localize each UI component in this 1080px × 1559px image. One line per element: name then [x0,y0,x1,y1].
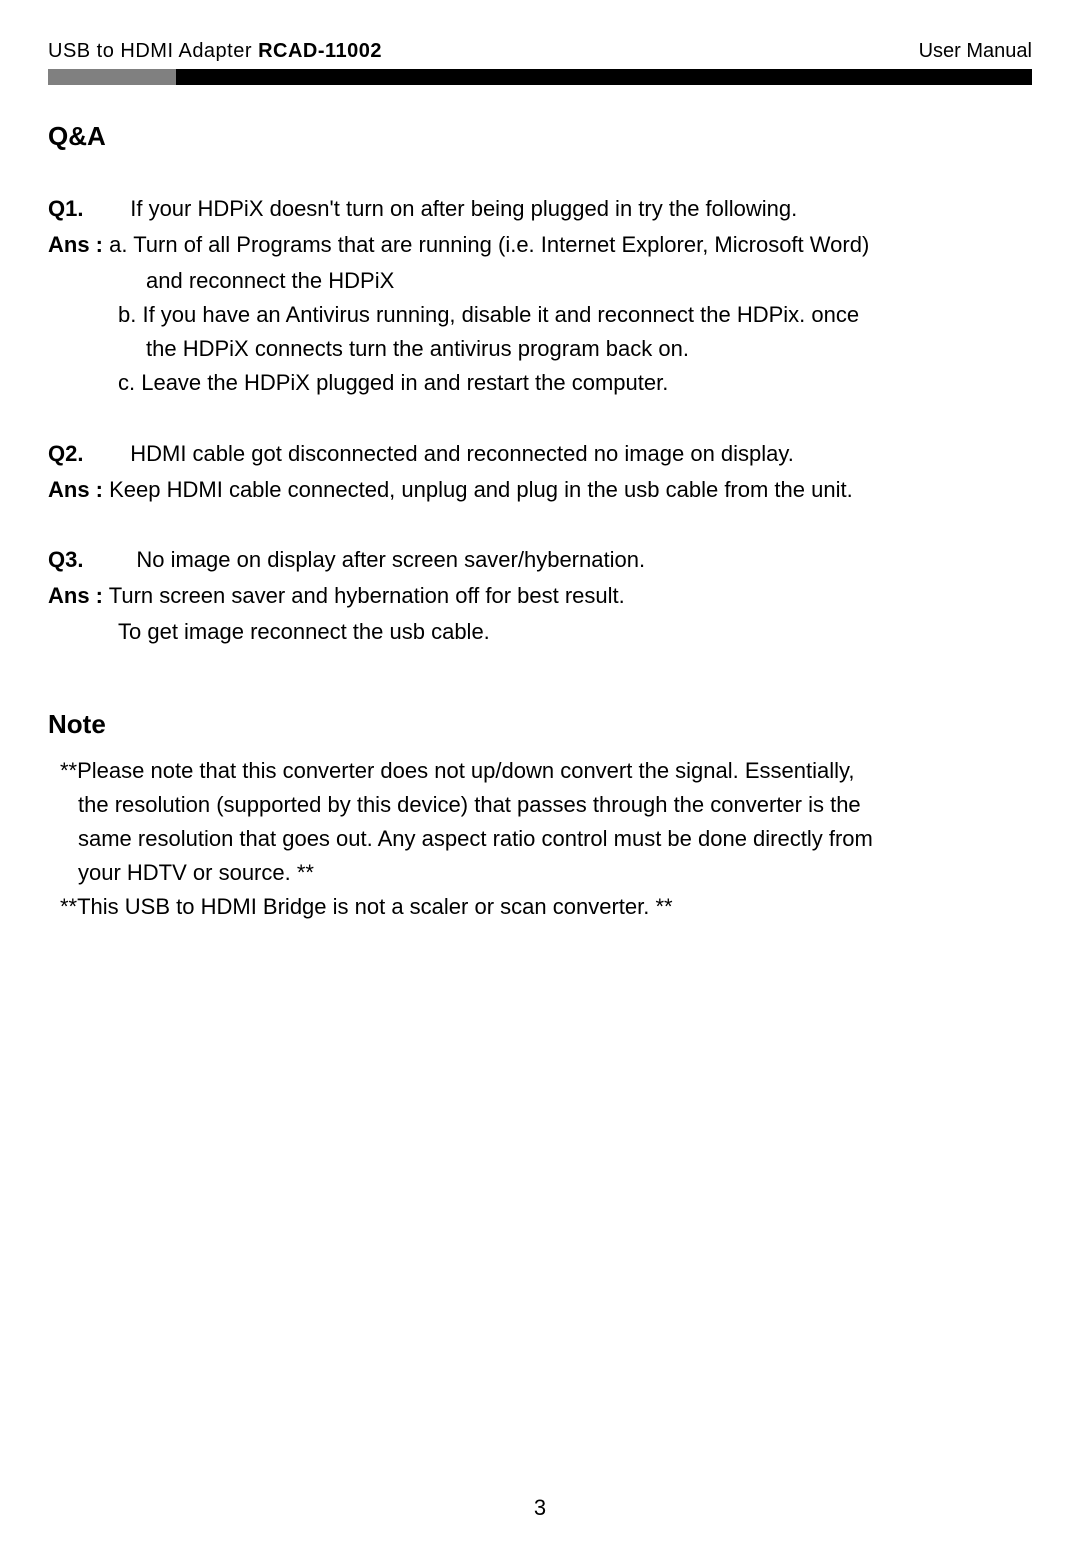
q1-text: If your HDPiX doesn't turn on after bein… [130,196,797,221]
document-page: USB to HDMI Adapter RCAD-11002 User Manu… [0,0,1080,965]
q1-ans-line-4: c. Leave the HDPiX plugged in and restar… [48,366,1032,400]
q3-ans-line-0: Turn screen saver and hybernation off fo… [103,583,625,608]
q3-ans-line-1: To get image reconnect the usb cable. [48,615,1032,649]
q3-answer: Ans : Turn screen saver and hybernation … [48,579,1032,613]
header-bar-black [176,69,1032,85]
q3-label: Q3. [48,543,118,577]
qa-item-3: Q3. No image on display after screen sav… [48,543,1032,649]
note-line-2: same resolution that goes out. Any aspec… [48,822,1032,856]
note-title: Note [48,709,1032,740]
header-divider-bar [48,69,1032,85]
q1-ans-line-3: the HDPiX connects turn the antivirus pr… [48,332,1032,366]
q1-ans-line-1: and reconnect the HDPiX [48,264,1032,298]
header-bar-gray [48,69,176,85]
note-line-4: **This USB to HDMI Bridge is not a scale… [48,890,1032,924]
note-line-1: the resolution (supported by this device… [48,788,1032,822]
q2-ans-line-0: Keep HDMI cable connected, unplug and pl… [109,477,853,502]
qa-title: Q&A [48,121,1032,152]
q2-question: Q2. HDMI cable got disconnected and reco… [48,437,1032,471]
header-model: RCAD-11002 [258,40,382,62]
q1-question: Q1. If your HDPiX doesn't turn on after … [48,192,1032,226]
q3-ans-label: Ans : [48,583,103,608]
q2-label: Q2. [48,437,118,471]
qa-item-2: Q2. HDMI cable got disconnected and reco… [48,437,1032,507]
q3-question: Q3. No image on display after screen sav… [48,543,1032,577]
q2-ans-label: Ans : [48,477,103,502]
q1-ans-line-2: b. If you have an Antivirus running, dis… [48,298,1032,332]
note-line-0: **Please note that this converter does n… [48,754,1032,788]
q1-ans-label: Ans : [48,232,103,257]
q1-label: Q1. [48,192,118,226]
page-number: 3 [0,1495,1080,1521]
q1-answer: Ans : a. Turn of all Programs that are r… [48,228,1032,262]
header-product: USB to HDMI Adapter RCAD-11002 [48,40,382,63]
header-product-prefix: USB to HDMI Adapter [48,40,258,62]
q1-ans-line-0: a. Turn of all Programs that are running… [109,232,869,257]
q3-text: No image on display after screen saver/h… [136,547,645,572]
q2-text: HDMI cable got disconnected and reconnec… [130,441,794,466]
header-right-label: User Manual [919,40,1032,63]
note-line-3: your HDTV or source. ** [48,856,1032,890]
qa-item-1: Q1. If your HDPiX doesn't turn on after … [48,192,1032,401]
page-header: USB to HDMI Adapter RCAD-11002 User Manu… [48,40,1032,63]
q2-answer: Ans : Keep HDMI cable connected, unplug … [48,473,1032,507]
